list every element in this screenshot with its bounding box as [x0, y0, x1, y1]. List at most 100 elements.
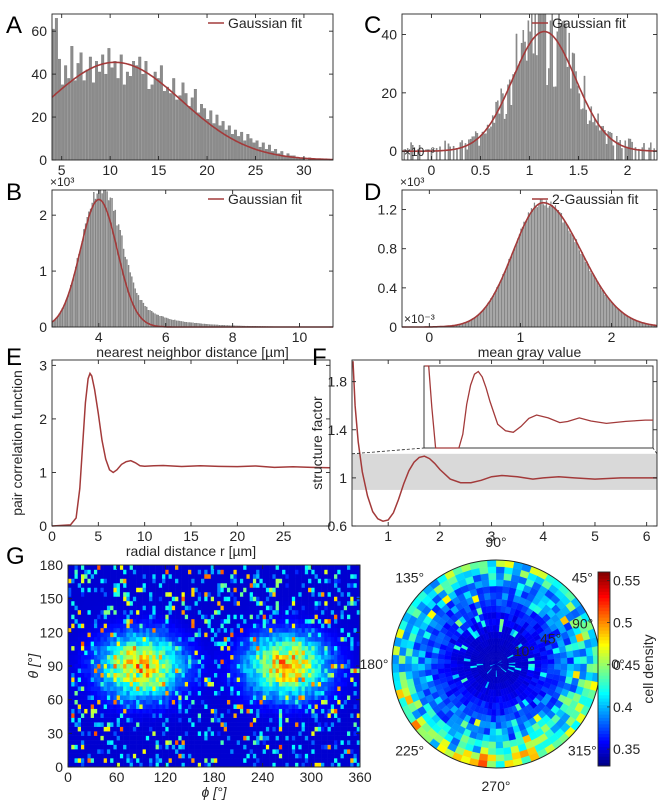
heatmap-cell	[249, 627, 254, 633]
heatmap-cell	[340, 713, 345, 718]
heatmap-cell	[158, 672, 163, 678]
heatmap-cell	[350, 758, 354, 763]
heatmap-cell	[243, 668, 247, 674]
histogram-bar	[592, 274, 594, 328]
heatmap-cell	[68, 645, 72, 651]
heatmap-cell	[214, 744, 218, 750]
heatmap-cell	[220, 704, 225, 709]
heatmap-cell	[298, 668, 302, 674]
heatmap-cell	[230, 641, 234, 647]
heatmap-cell	[145, 573, 150, 579]
heatmap-cell	[324, 582, 328, 588]
heatmap-cell	[116, 573, 121, 579]
heatmap-cell	[97, 722, 101, 727]
heatmap-cell	[155, 704, 160, 709]
heatmap-cell	[295, 753, 299, 759]
heatmap-cell	[256, 762, 260, 768]
heatmap-cell	[298, 600, 302, 606]
heatmap-cell	[350, 650, 354, 656]
heatmap-cell	[103, 731, 108, 736]
histogram-bar	[554, 205, 557, 328]
heatmap-cell	[243, 618, 247, 624]
heatmap-cell	[265, 681, 270, 687]
heatmap-cell	[321, 722, 325, 727]
heatmap-cell	[350, 690, 354, 696]
heatmap-cell	[84, 650, 88, 656]
heatmap-cell	[304, 713, 309, 718]
heatmap-cell	[126, 565, 130, 570]
heatmap-cell	[204, 704, 208, 709]
histogram-bar	[160, 316, 163, 328]
heatmap-cell	[223, 565, 228, 570]
heatmap-cell	[194, 690, 199, 696]
heatmap-cell	[337, 569, 341, 575]
heatmap-cell	[207, 618, 212, 624]
heatmap-cell	[84, 699, 88, 705]
heatmap-cell	[347, 623, 351, 629]
heatmap-cell	[201, 749, 205, 754]
heatmap-cell	[103, 722, 108, 727]
heatmap-cell	[301, 681, 306, 687]
heatmap-cell	[84, 686, 88, 691]
heatmap-cell	[347, 713, 351, 718]
heatmap-cell	[298, 744, 302, 750]
heatmap-cell	[239, 735, 244, 741]
heatmap-cell	[71, 749, 75, 754]
heatmap-cell	[149, 672, 153, 678]
heatmap-cell	[246, 591, 250, 597]
heatmap-cell	[175, 659, 179, 665]
heatmap-cell	[220, 686, 225, 691]
heatmap-cell	[236, 722, 241, 727]
heatmap-cell	[223, 699, 228, 705]
heatmap-cell	[321, 614, 325, 620]
heatmap-cell	[327, 672, 332, 678]
heatmap-cell	[334, 632, 338, 638]
heatmap-cell	[311, 758, 315, 763]
heatmap-cell	[87, 663, 92, 669]
heatmap-cell	[252, 663, 257, 669]
heatmap-cell	[353, 569, 358, 575]
heatmap-cell	[181, 731, 186, 736]
heatmap-cell	[321, 713, 325, 718]
heatmap-cell	[145, 677, 150, 683]
heatmap-cell	[236, 591, 241, 597]
heatmap-cell	[285, 744, 289, 750]
heatmap-cell	[249, 704, 254, 709]
heatmap-cell	[84, 726, 88, 732]
heatmap-cell	[162, 578, 166, 584]
heatmap-cell	[249, 677, 254, 683]
heatmap-cell	[207, 749, 212, 754]
heatmap-cell	[197, 699, 202, 705]
heatmap-cell	[132, 722, 137, 727]
heatmap-cell	[265, 762, 270, 768]
heatmap-cell	[97, 668, 101, 674]
heatmap-cell	[97, 677, 101, 683]
heatmap-cell	[210, 735, 215, 741]
heatmap-cell	[259, 609, 263, 615]
heatmap-cell	[220, 573, 225, 579]
heatmap-cell	[116, 686, 121, 691]
heatmap-cell	[155, 641, 160, 647]
heatmap-cell	[314, 699, 319, 705]
heatmap-cell	[334, 744, 338, 750]
heatmap-cell	[278, 762, 283, 768]
heatmap-cell	[126, 587, 130, 593]
heatmap-cell	[308, 740, 312, 745]
heatmap-cell	[188, 600, 192, 606]
heatmap-cell	[103, 735, 108, 741]
heatmap-cell	[175, 582, 179, 588]
heatmap-cell	[223, 600, 228, 606]
heatmap-cell	[171, 735, 176, 741]
heatmap-cell	[149, 596, 153, 602]
heatmap-cell	[210, 726, 215, 732]
heatmap-cell	[210, 699, 215, 705]
heatmap-cell	[191, 618, 195, 624]
heatmap-cell	[262, 618, 267, 624]
heatmap-cell	[220, 713, 225, 718]
heatmap-cell	[327, 645, 332, 651]
heatmap-cell	[201, 578, 205, 584]
heatmap-cell	[347, 722, 351, 727]
heatmap-cell	[214, 695, 218, 700]
heatmap-cell	[93, 717, 98, 723]
